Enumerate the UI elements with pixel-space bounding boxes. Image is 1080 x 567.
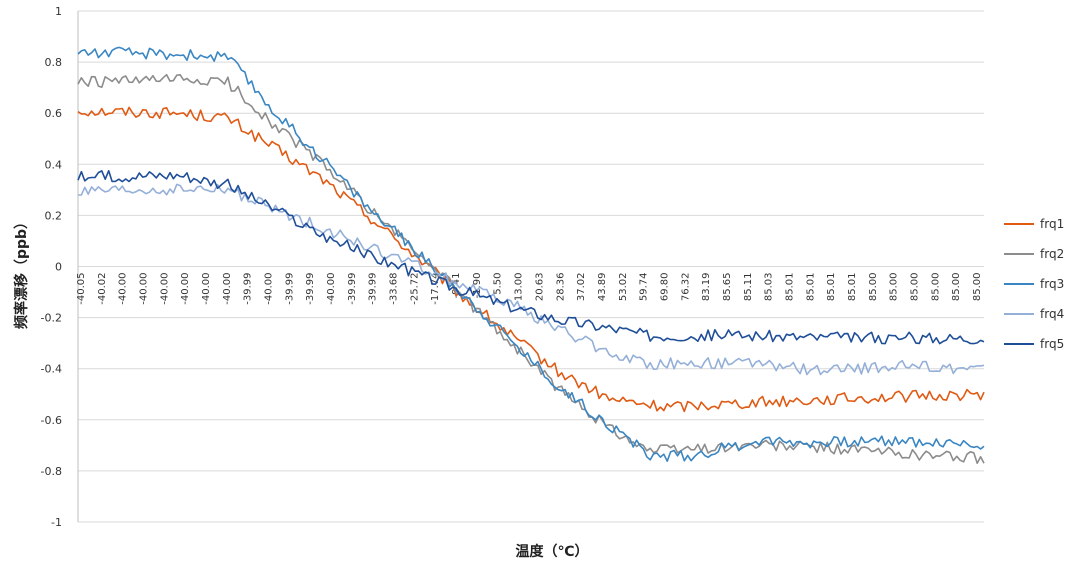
x-tick-label: -17.74 [430, 273, 441, 305]
x-tick-labels: -40.05 -40.02 -40.00 -40.00 -40.00 -40.00 -40.… [76, 272, 983, 304]
x-tick-label: 37.02 [576, 273, 587, 302]
x-tick-label: -39.99 [284, 273, 295, 305]
x-tick-label: -40.00 [326, 273, 337, 305]
y-tick-label: -0.8 [41, 465, 62, 478]
x-tick-label: 85.01 [784, 273, 795, 302]
legend-label-frq1: frq1 [1040, 217, 1064, 231]
series-line-frq1 [77, 106, 985, 413]
x-tick-label: 85.00 [889, 273, 900, 302]
y-tick-labels: -1 -0.8 -0.6 -0.4 -0.2 0 0.2 0.4 0.6 0.8 1 [41, 5, 62, 529]
x-tick-label: -40.02 [97, 273, 108, 305]
y-axis-label: 频率漂移（ppb） [13, 215, 30, 329]
y-tick-label: 0 [55, 261, 62, 274]
x-tick-label: 83.19 [701, 273, 712, 302]
x-tick-label: 13.00 [514, 273, 525, 302]
x-tick-label: 85.00 [951, 273, 962, 302]
x-tick-label: -25.72 [409, 273, 420, 305]
y-tick-label: -0.4 [41, 363, 62, 376]
series-lines [77, 46, 985, 465]
x-tick-label: -40.00 [180, 273, 191, 305]
x-tick-label: 85.01 [805, 273, 816, 302]
x-tick-label: 85.65 [722, 273, 733, 302]
y-tick-label: 0.4 [45, 158, 63, 171]
x-tick-label: 28.36 [555, 273, 566, 302]
x-tick-label: 85.03 [764, 273, 775, 302]
x-tick-label: 85.00 [868, 273, 879, 302]
x-tick-label: -39.99 [368, 273, 379, 305]
y-tick-label: 0.2 [45, 209, 63, 222]
x-tick-label: 20.63 [534, 273, 545, 302]
x-tick-label: -40.05 [76, 273, 87, 305]
x-tick-label: 85.00 [972, 273, 983, 302]
legend-label-frq5: frq5 [1040, 337, 1064, 351]
y-tick-label: 1 [55, 5, 62, 18]
x-tick-label: 53.02 [618, 273, 629, 302]
legend: frq1 frq2 frq3 frq4 frq5 [1004, 217, 1064, 351]
x-tick-label: 85.01 [847, 273, 858, 302]
x-tick-label: -40.00 [264, 273, 275, 305]
x-axis-label: 温度（℃） [516, 543, 589, 560]
x-tick-label: 43.89 [597, 273, 608, 302]
legend-label-frq3: frq3 [1040, 277, 1064, 291]
y-tick-label: -1 [51, 516, 62, 529]
series-line-frq3 [77, 46, 985, 462]
y-tick-label: 0.6 [45, 107, 63, 120]
y-tick-label: -0.2 [41, 312, 62, 325]
x-tick-label: 85.01 [826, 273, 837, 302]
x-tick-label: 59.74 [639, 273, 650, 302]
y-tick-label: -0.6 [41, 414, 62, 427]
x-tick-label: 76.32 [680, 273, 691, 302]
x-tick-label: 5.50 [493, 272, 504, 294]
gridlines [77, 10, 984, 523]
x-tick-label: -40.00 [201, 273, 212, 305]
series-line-frq5 [77, 170, 985, 345]
x-tick-label: -33.68 [389, 273, 400, 305]
x-tick-label: -40.00 [159, 273, 170, 305]
y-tick-label: 0.8 [45, 56, 63, 69]
x-tick-label: 85.11 [743, 273, 754, 302]
x-tick-label: 69.80 [659, 273, 670, 302]
legend-label-frq2: frq2 [1040, 247, 1064, 261]
series-line-frq2 [77, 73, 985, 465]
x-tick-label: 85.00 [930, 273, 941, 302]
series-line-frq4 [77, 183, 985, 376]
x-tick-label: -39.99 [243, 273, 254, 305]
x-tick-label: -40.00 [139, 273, 150, 305]
x-tick-label: -39.99 [305, 273, 316, 305]
x-tick-label: 85.00 [909, 273, 920, 302]
x-tick-label: -40.00 [222, 273, 233, 305]
x-tick-label: -40.00 [118, 273, 129, 305]
x-tick-label: -1.90 [472, 273, 483, 299]
x-tick-label: -39.99 [347, 273, 358, 305]
legend-label-frq4: frq4 [1040, 307, 1064, 321]
